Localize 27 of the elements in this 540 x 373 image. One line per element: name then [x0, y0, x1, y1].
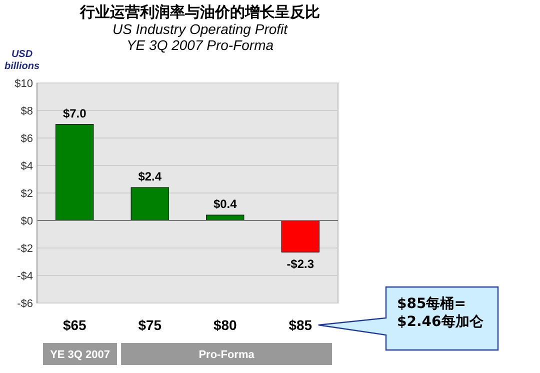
- chart-subtitle: US Industry Operating Profit YE 3Q 2007 Pro-Forma: [112, 21, 289, 53]
- bar: [56, 124, 94, 221]
- x-tick-label: $85: [288, 317, 312, 333]
- y-tick-label: $4: [20, 160, 33, 172]
- data-label: $0.4: [213, 197, 238, 211]
- y-tick-label: $8: [20, 105, 33, 118]
- x-tick-label: $65: [62, 317, 87, 333]
- y-tick-label: $10: [14, 78, 33, 90]
- y-tick-label: -$2: [17, 242, 33, 255]
- text: $85每桶= $2.46每加仑: [397, 296, 484, 330]
- x-tick-label: $80: [213, 317, 238, 333]
- data-label: -$2.3: [286, 257, 314, 272]
- y-tick-label: -$4: [17, 270, 33, 282]
- bar: [206, 214, 244, 221]
- y-tick-label: -$6: [17, 298, 33, 310]
- bar: [281, 220, 320, 252]
- data-label: $2.4: [138, 170, 162, 184]
- x-tick-label: $75: [138, 317, 162, 333]
- y-tick-label: $2: [20, 188, 33, 200]
- bar: [130, 187, 169, 221]
- data-label: $7.0: [62, 106, 87, 120]
- text: YE 3Q 2007: [50, 349, 110, 361]
- y-tick-label: $0: [20, 215, 33, 228]
- text: Pro-Forma: [198, 349, 256, 361]
- chart-title: 行业运营利润率与油价的增长呈反比: [79, 3, 320, 21]
- y-tick-label: $6: [20, 132, 33, 145]
- y-axis-title: USD billions: [4, 49, 40, 72]
